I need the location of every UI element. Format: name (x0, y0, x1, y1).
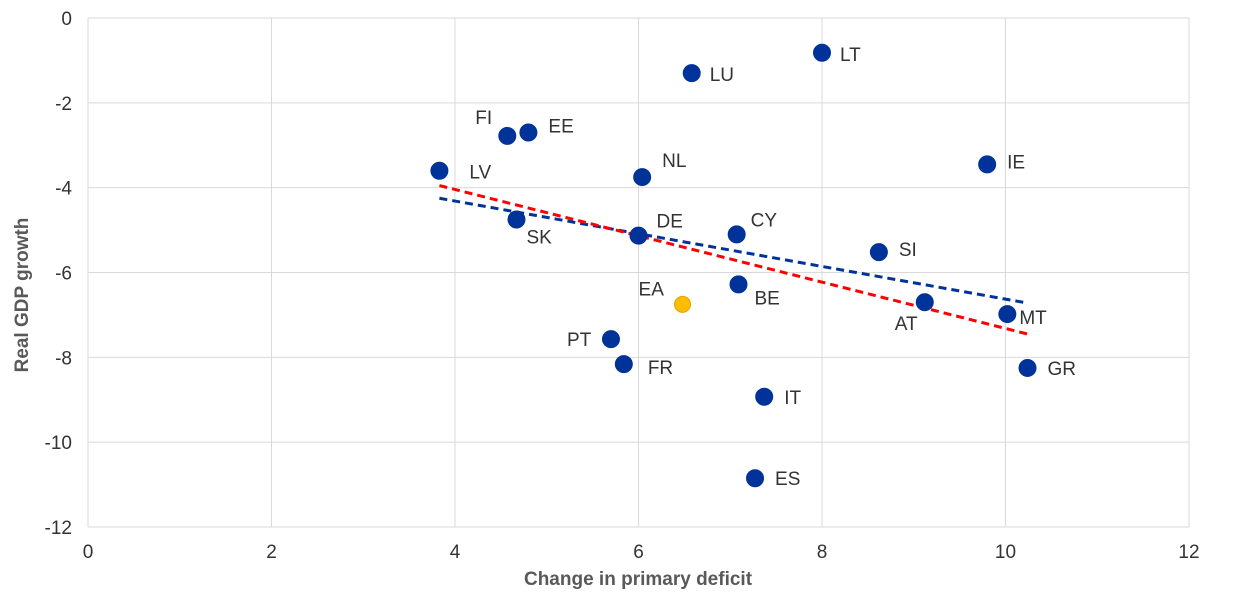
y-tick-label: -10 (45, 433, 72, 454)
point-it (755, 387, 774, 406)
y-axis-title: Real GDP growth (12, 218, 33, 373)
point-ea (674, 295, 692, 313)
x-tick-label: 0 (83, 542, 94, 563)
point-nl (633, 168, 652, 187)
point-label-lt: LT (840, 45, 861, 66)
point-label-mt: MT (1019, 308, 1047, 329)
point-es (746, 469, 765, 488)
point-label-be: BE (755, 288, 780, 309)
point-label-pt: PT (567, 330, 592, 351)
y-tick-label: -2 (55, 94, 72, 115)
point-fi (498, 126, 517, 145)
point-pt (601, 330, 620, 349)
y-tick-label: -4 (55, 179, 72, 200)
point-label-cy: CY (751, 210, 778, 231)
trend-blue-line (439, 196, 1028, 305)
point-label-ee: EE (548, 117, 573, 138)
point-label-es: ES (775, 469, 800, 490)
data-points (430, 43, 1037, 488)
point-fr (614, 355, 633, 374)
point-label-ie: IE (1007, 152, 1025, 173)
point-gr (1018, 358, 1037, 377)
point-ie (978, 155, 997, 174)
point-sk (507, 210, 526, 229)
x-tick-label: 6 (633, 542, 644, 563)
point-label-at: AT (895, 314, 918, 335)
y-tick-label: -6 (55, 264, 72, 285)
grid-lines (87, 17, 1190, 528)
point-de (629, 226, 648, 245)
x-tick-label: 2 (266, 542, 277, 563)
point-lt (813, 43, 831, 62)
point-lu (682, 64, 701, 83)
point-label-si: SI (899, 240, 917, 261)
x-tick-label: 8 (817, 542, 828, 563)
x-tick-label: 12 (1178, 542, 1199, 563)
point-label-nl: NL (662, 151, 686, 172)
point-label-fi: FI (475, 108, 492, 129)
trendlines (439, 184, 1028, 336)
point-lv (430, 161, 449, 180)
point-label-gr: GR (1048, 359, 1077, 380)
trend-red-line (439, 184, 1028, 336)
point-cy (727, 225, 746, 244)
point-label-sk: SK (526, 227, 552, 248)
point-ee (519, 123, 538, 142)
x-tick-label: 10 (995, 542, 1016, 563)
x-tick-label: 4 (450, 542, 461, 563)
y-tick-label: -12 (45, 518, 72, 539)
point-label-lu: LU (710, 65, 734, 86)
point-mt (998, 305, 1017, 324)
y-tick-label: -8 (55, 348, 72, 369)
point-label-it: IT (784, 388, 801, 409)
axis-tick-labels: 0 2 4 6 8 10 12 0 -2 -4 -6 -8 -10 -12 (45, 9, 1200, 563)
point-label-de: DE (657, 212, 683, 233)
point-label-lv: LV (469, 163, 491, 184)
point-labels: LV FI EE SK LU LT NL DE CY IE SI BE AT MT GR PT FR IT ES EA (469, 45, 1076, 490)
point-at (915, 293, 934, 312)
point-be (729, 275, 748, 294)
x-axis-title: Change in primary deficit (524, 569, 753, 590)
y-tick-label: 0 (61, 9, 72, 30)
point-label-ea: EA (639, 279, 665, 300)
point-label-fr: FR (648, 358, 673, 379)
point-si (869, 243, 888, 262)
